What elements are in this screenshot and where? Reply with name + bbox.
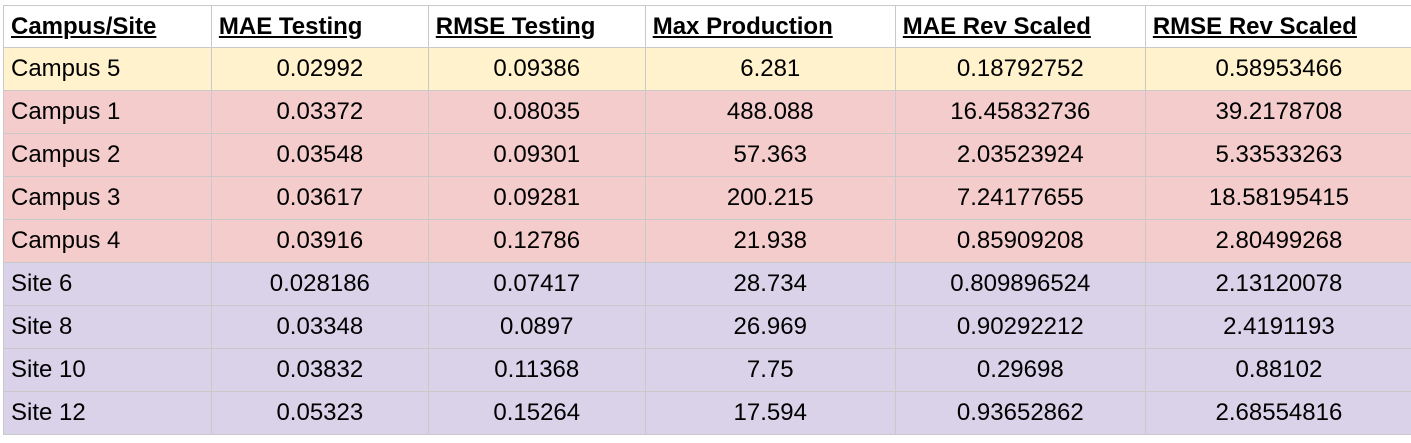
cell-rmse-testing[interactable]: 0.07417 [428,263,645,306]
cell-mae-rev-scaled[interactable]: 0.29698 [895,349,1145,392]
cell-rmse-rev-scaled[interactable]: 0.58953466 [1145,48,1411,91]
cell-max-production[interactable]: 57.363 [645,134,895,177]
cell-campus-site[interactable]: Site 8 [4,306,212,349]
cell-max-production[interactable]: 28.734 [645,263,895,306]
cell-rmse-rev-scaled[interactable]: 2.68554816 [1145,392,1411,435]
cell-max-production[interactable]: 17.594 [645,392,895,435]
cell-max-production[interactable]: 200.215 [645,177,895,220]
header-max-production[interactable]: Max Production [645,6,895,48]
cell-mae-rev-scaled[interactable]: 7.24177655 [895,177,1145,220]
cell-rmse-testing[interactable]: 0.09301 [428,134,645,177]
cell-campus-site[interactable]: Campus 1 [4,91,212,134]
cell-rmse-rev-scaled[interactable]: 2.13120078 [1145,263,1411,306]
cell-max-production[interactable]: 7.75 [645,349,895,392]
cell-mae-testing[interactable]: 0.03348 [211,306,428,349]
cell-mae-testing[interactable]: 0.03916 [211,220,428,263]
cell-mae-testing[interactable]: 0.03372 [211,91,428,134]
cell-rmse-testing[interactable]: 0.12786 [428,220,645,263]
cell-mae-testing[interactable]: 0.02992 [211,48,428,91]
cell-campus-site[interactable]: Site 10 [4,349,212,392]
cell-mae-testing[interactable]: 0.03548 [211,134,428,177]
cell-max-production[interactable]: 6.281 [645,48,895,91]
header-row: Campus/Site MAE Testing RMSE Testing Max… [4,6,1411,48]
cell-mae-rev-scaled[interactable]: 2.03523924 [895,134,1145,177]
cell-campus-site[interactable]: Site 12 [4,392,212,435]
cell-mae-testing[interactable]: 0.03617 [211,177,428,220]
cell-campus-site[interactable]: Campus 3 [4,177,212,220]
cell-mae-rev-scaled[interactable]: 16.45832736 [895,91,1145,134]
cell-mae-rev-scaled[interactable]: 0.18792752 [895,48,1145,91]
cell-max-production[interactable]: 26.969 [645,306,895,349]
cell-rmse-testing[interactable]: 0.09281 [428,177,645,220]
cell-max-production[interactable]: 488.088 [645,91,895,134]
header-rmse-rev-scaled[interactable]: RMSE Rev Scaled [1145,6,1411,48]
cell-rmse-testing[interactable]: 0.09386 [428,48,645,91]
header-campus-site[interactable]: Campus/Site [4,6,212,48]
cell-rmse-rev-scaled[interactable]: 0.88102 [1145,349,1411,392]
cell-mae-testing[interactable]: 0.05323 [211,392,428,435]
cell-mae-rev-scaled[interactable]: 0.809896524 [895,263,1145,306]
cell-campus-site[interactable]: Campus 4 [4,220,212,263]
cell-mae-testing[interactable]: 0.028186 [211,263,428,306]
cell-rmse-testing[interactable]: 0.08035 [428,91,645,134]
cell-rmse-testing[interactable]: 0.11368 [428,349,645,392]
header-mae-testing[interactable]: MAE Testing [211,6,428,48]
cell-mae-rev-scaled[interactable]: 0.85909208 [895,220,1145,263]
cell-mae-rev-scaled[interactable]: 0.90292212 [895,306,1145,349]
header-mae-rev-scaled[interactable]: MAE Rev Scaled [895,6,1145,48]
cell-mae-rev-scaled[interactable]: 0.93652862 [895,392,1145,435]
cell-rmse-testing[interactable]: 0.15264 [428,392,645,435]
cell-mae-testing[interactable]: 0.03832 [211,349,428,392]
table-header: Campus/Site MAE Testing RMSE Testing Max… [4,6,1411,48]
cell-rmse-rev-scaled[interactable]: 2.80499268 [1145,220,1411,263]
cell-rmse-rev-scaled[interactable]: 2.4191193 [1145,306,1411,349]
cell-rmse-testing[interactable]: 0.0897 [428,306,645,349]
cell-campus-site[interactable]: Site 6 [4,263,212,306]
metrics-table: Campus/Site MAE Testing RMSE Testing Max… [3,5,1411,435]
cell-rmse-rev-scaled[interactable]: 5.33533263 [1145,134,1411,177]
cell-rmse-rev-scaled[interactable]: 18.58195415 [1145,177,1411,220]
header-rmse-testing[interactable]: RMSE Testing [428,6,645,48]
cell-max-production[interactable]: 21.938 [645,220,895,263]
cell-campus-site[interactable]: Campus 5 [4,48,212,91]
cell-rmse-rev-scaled[interactable]: 39.2178708 [1145,91,1411,134]
cell-campus-site[interactable]: Campus 2 [4,134,212,177]
